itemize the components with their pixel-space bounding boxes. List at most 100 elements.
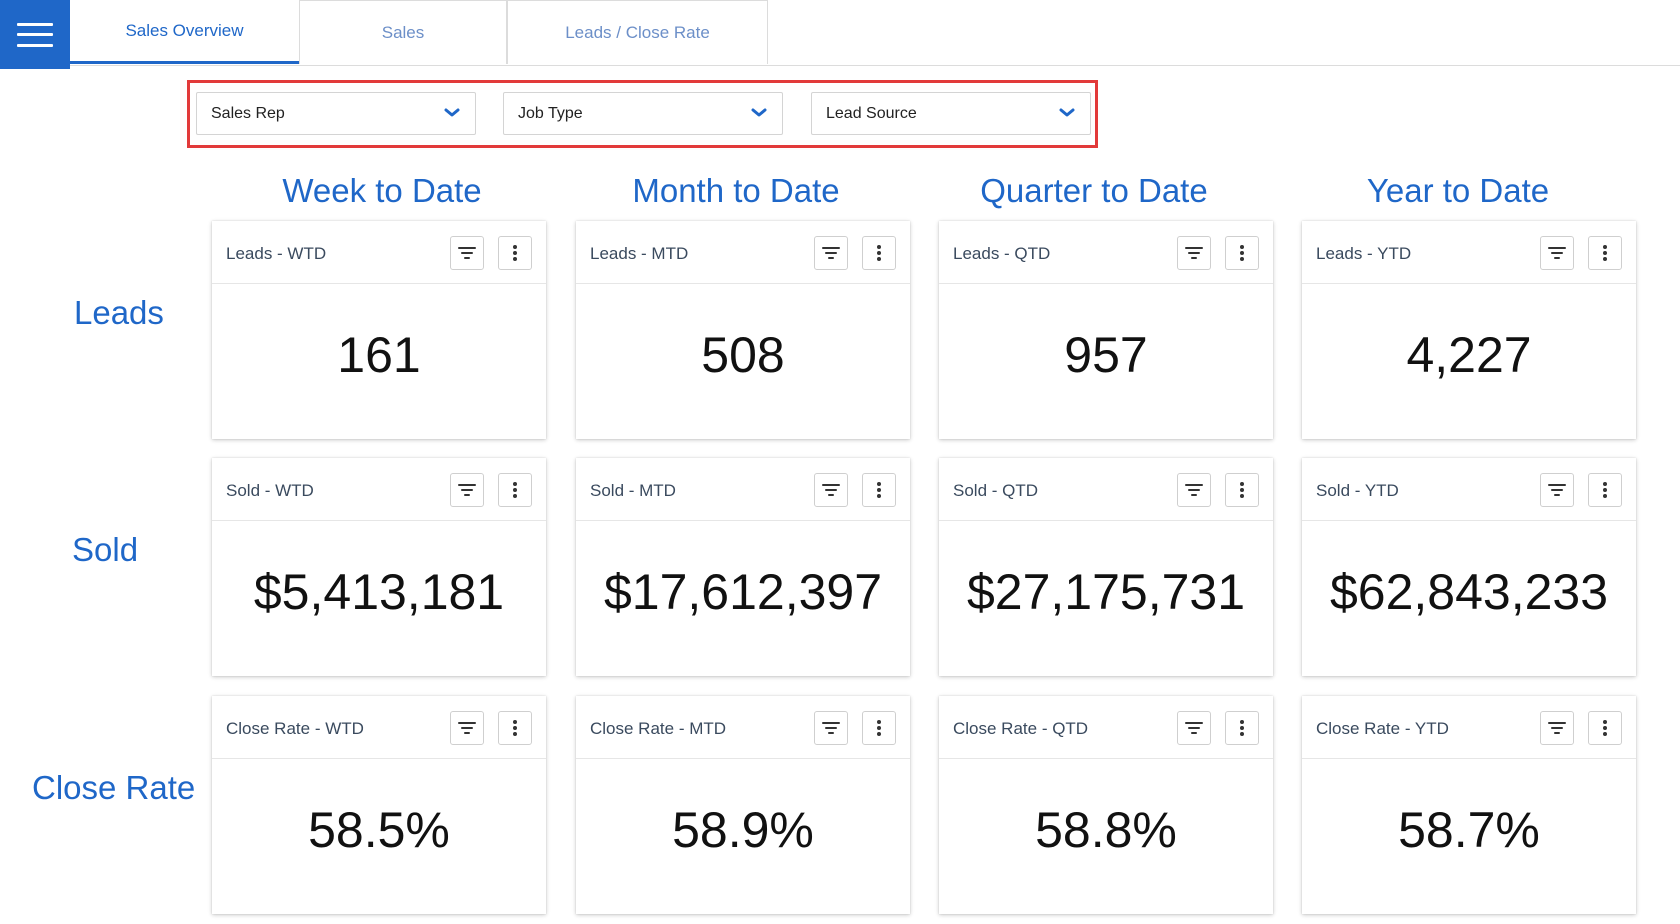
sales-rep-dropdown[interactable]: Sales Rep (196, 92, 476, 135)
column-header-quarter-to-date: Quarter to Date (980, 172, 1208, 209)
kpi-card: Leads - MTD 508 (576, 221, 910, 439)
card-more-button[interactable] (1588, 236, 1622, 270)
card-filter-button[interactable] (450, 236, 484, 270)
card-title: Sold - QTD (953, 481, 1039, 500)
row-header-leads: Leads (74, 294, 164, 331)
card-filter-button[interactable] (450, 473, 484, 507)
card-divider (939, 283, 1273, 284)
row-header-sold: Sold (72, 531, 139, 568)
card-value: 58.9% (672, 802, 814, 858)
kpi-card: Sold - WTD $5,413,181 (212, 458, 546, 676)
card-title: Sold - MTD (590, 481, 676, 500)
card-filter-button[interactable] (1540, 711, 1574, 745)
card-filter-button[interactable] (1177, 236, 1211, 270)
card-more-button[interactable] (1588, 711, 1622, 745)
card-more-button[interactable] (498, 473, 532, 507)
filter-icon (1184, 482, 1204, 498)
card-divider (939, 758, 1273, 759)
job-type-dropdown[interactable]: Job Type (503, 92, 783, 135)
tab-leads-close-rate[interactable]: Leads / Close Rate (507, 0, 768, 64)
card-filter-button[interactable] (814, 473, 848, 507)
card-divider (212, 758, 546, 759)
more-vertical-icon (1602, 719, 1608, 737)
more-vertical-icon (876, 719, 882, 737)
card-filter-button[interactable] (1177, 711, 1211, 745)
more-vertical-icon (876, 481, 882, 499)
card-divider (939, 520, 1273, 521)
card-title: Sold - WTD (226, 481, 314, 500)
column-header-year-to-date: Year to Date (1366, 172, 1550, 209)
more-vertical-icon (1602, 244, 1608, 262)
filter-icon (457, 482, 477, 498)
card-filter-button[interactable] (450, 711, 484, 745)
card-divider (1302, 283, 1636, 284)
card-more-button[interactable] (498, 236, 532, 270)
more-vertical-icon (1239, 244, 1245, 262)
chevron-down-icon (1059, 108, 1075, 117)
kpi-card: Close Rate - YTD 58.7% (1302, 696, 1636, 914)
card-filter-button[interactable] (814, 236, 848, 270)
job-type-label: Job Type (518, 105, 583, 122)
card-filter-button[interactable] (814, 711, 848, 745)
kpi-card: Leads - QTD 957 (939, 221, 1273, 439)
filter-icon (1547, 482, 1567, 498)
kpi-card: Close Rate - WTD 58.5% (212, 696, 546, 914)
card-value: 161 (337, 327, 421, 383)
card-value: $62,843,233 (1329, 564, 1609, 620)
filter-icon (1184, 720, 1204, 736)
chevron-down-icon (444, 108, 460, 117)
more-vertical-icon (512, 719, 518, 737)
sales-rep-label: Sales Rep (211, 105, 285, 122)
card-title: Close Rate - WTD (226, 719, 364, 738)
column-header-week-to-date: Week to Date (282, 172, 482, 209)
tab-sales-overview[interactable]: Sales Overview (70, 0, 299, 64)
lead-source-label: Lead Source (826, 105, 917, 122)
chevron-down-icon (751, 108, 767, 117)
card-filter-button[interactable] (1177, 473, 1211, 507)
filter-icon (821, 720, 841, 736)
kpi-card: Sold - QTD $27,175,731 (939, 458, 1273, 676)
kpi-card: Leads - YTD 4,227 (1302, 221, 1636, 439)
card-filter-button[interactable] (1540, 236, 1574, 270)
card-more-button[interactable] (1588, 473, 1622, 507)
filter-icon (457, 720, 477, 736)
menu-button[interactable] (0, 0, 70, 69)
card-value: $17,612,397 (603, 564, 883, 620)
card-more-button[interactable] (1225, 711, 1259, 745)
card-value: 508 (701, 327, 785, 383)
filter-icon (1184, 245, 1204, 261)
card-title: Leads - MTD (590, 244, 689, 263)
card-title: Close Rate - YTD (1316, 719, 1449, 738)
kpi-card: Sold - YTD $62,843,233 (1302, 458, 1636, 676)
card-more-button[interactable] (862, 711, 896, 745)
card-value: 58.8% (1035, 802, 1177, 858)
card-more-button[interactable] (1225, 236, 1259, 270)
tab-bar: Sales Overview Sales Leads / Close Rate (70, 0, 1680, 66)
filter-icon (1547, 720, 1567, 736)
card-filter-button[interactable] (1540, 473, 1574, 507)
card-more-button[interactable] (498, 711, 532, 745)
filter-icon (821, 482, 841, 498)
card-divider (212, 283, 546, 284)
tab-sales[interactable]: Sales (299, 0, 507, 64)
card-value: 4,227 (1406, 327, 1532, 383)
filter-icon (821, 245, 841, 261)
lead-source-dropdown[interactable]: Lead Source (811, 92, 1091, 135)
card-divider (1302, 520, 1636, 521)
card-divider (576, 283, 910, 284)
more-vertical-icon (876, 244, 882, 262)
card-value: 957 (1064, 327, 1148, 383)
more-vertical-icon (512, 244, 518, 262)
more-vertical-icon (1239, 719, 1245, 737)
card-more-button[interactable] (1225, 473, 1259, 507)
row-header-close-rate: Close Rate (32, 769, 196, 806)
card-divider (576, 758, 910, 759)
card-divider (1302, 758, 1636, 759)
kpi-card: Close Rate - MTD 58.9% (576, 696, 910, 914)
hamburger-icon (17, 22, 53, 47)
card-title: Close Rate - QTD (953, 719, 1089, 738)
card-more-button[interactable] (862, 473, 896, 507)
card-divider (212, 520, 546, 521)
card-title: Leads - QTD (953, 244, 1051, 263)
card-more-button[interactable] (862, 236, 896, 270)
